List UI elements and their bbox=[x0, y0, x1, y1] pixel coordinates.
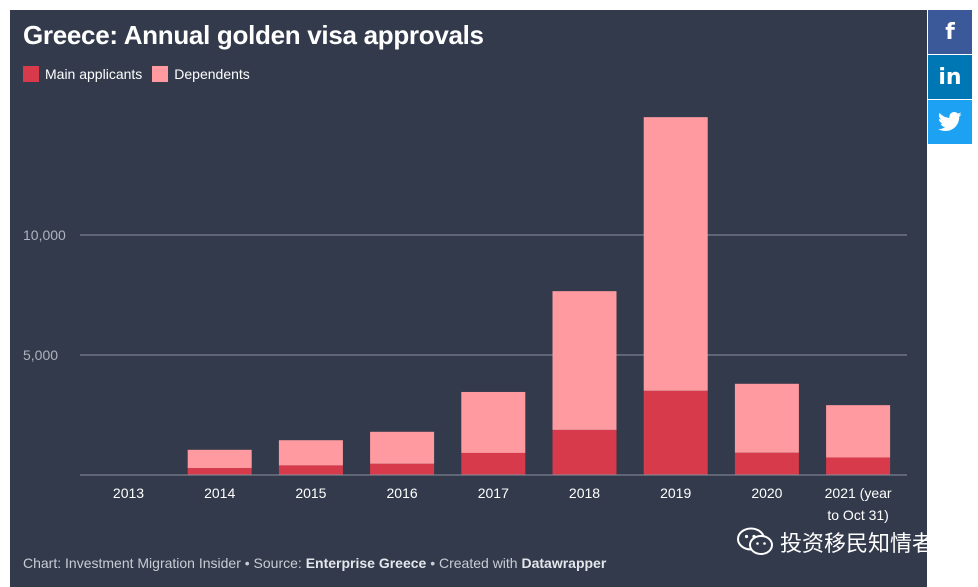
bar-dependents bbox=[461, 391, 526, 453]
facebook-icon: f bbox=[945, 19, 955, 45]
bar-dependents bbox=[643, 117, 708, 391]
bar-main-applicants bbox=[370, 463, 435, 475]
bar-dependents bbox=[826, 405, 891, 458]
legend-label-dependents: Dependents bbox=[174, 66, 250, 82]
chart-card: Greece: Annual golden visa approvals Mai… bbox=[10, 10, 927, 587]
footer-prefix: Chart: Investment Migration Insider • So… bbox=[23, 555, 306, 571]
twitter-icon bbox=[938, 112, 962, 131]
x-tick-label: 2016 bbox=[387, 485, 418, 501]
watermark: 投资移民知情者 bbox=[736, 526, 934, 558]
footer-tool-link[interactable]: Datawrapper bbox=[521, 555, 607, 571]
legend-swatch-main-applicants bbox=[23, 66, 39, 82]
legend-item-main-applicants: Main applicants bbox=[23, 66, 142, 82]
x-tick-label: to Oct 31) bbox=[827, 507, 888, 523]
x-tick-label: 2021 (year bbox=[825, 485, 892, 501]
bar-dependents bbox=[552, 291, 617, 430]
chart-footer: Chart: Investment Migration Insider • So… bbox=[23, 555, 606, 571]
facebook-share-button[interactable]: f bbox=[928, 10, 972, 54]
bar-main-applicants bbox=[826, 457, 891, 475]
twitter-share-button[interactable] bbox=[928, 100, 972, 144]
x-tick-label: 2014 bbox=[204, 485, 235, 501]
x-tick-label: 2013 bbox=[113, 485, 144, 501]
wechat-icon bbox=[737, 527, 773, 555]
chart-legend: Main applicants Dependents bbox=[23, 66, 250, 82]
legend-label-main-applicants: Main applicants bbox=[45, 66, 143, 82]
chart-title: Greece: Annual golden visa approvals bbox=[23, 20, 484, 50]
bar-main-applicants bbox=[734, 452, 799, 475]
x-tick-label: 2019 bbox=[660, 485, 691, 501]
legend-swatch-dependents bbox=[152, 66, 169, 82]
watermark-text: 投资移民知情者 bbox=[780, 532, 935, 557]
bar-main-applicants bbox=[461, 452, 526, 475]
chart-plot: 5,000 10,000 2013 2014 2015 2016 2017 2018 2019 2… bbox=[23, 117, 907, 523]
bar-dependents bbox=[187, 449, 252, 469]
footer-mid: • Created with bbox=[426, 555, 522, 571]
y-tick-label: 10,000 bbox=[23, 227, 66, 243]
bar-dependents bbox=[278, 440, 343, 466]
bar-main-applicants bbox=[643, 390, 708, 475]
x-tick-label: 2018 bbox=[569, 485, 600, 501]
x-tick-label: 2020 bbox=[751, 485, 782, 501]
y-tick-label: 5,000 bbox=[23, 347, 58, 363]
linkedin-share-button[interactable]: in bbox=[928, 55, 972, 99]
bar-main-applicants bbox=[187, 468, 252, 475]
legend-item-dependents: Dependents bbox=[152, 66, 250, 82]
bar-dependents bbox=[734, 383, 799, 453]
x-tick-label: 2015 bbox=[295, 485, 326, 501]
bar-main-applicants bbox=[278, 465, 343, 475]
x-tick-label: 2017 bbox=[478, 485, 509, 501]
bar-dependents bbox=[370, 431, 435, 464]
bar-main-applicants bbox=[552, 429, 617, 475]
footer-source-link[interactable]: Enterprise Greece bbox=[305, 555, 427, 571]
linkedin-icon: in bbox=[938, 64, 962, 90]
